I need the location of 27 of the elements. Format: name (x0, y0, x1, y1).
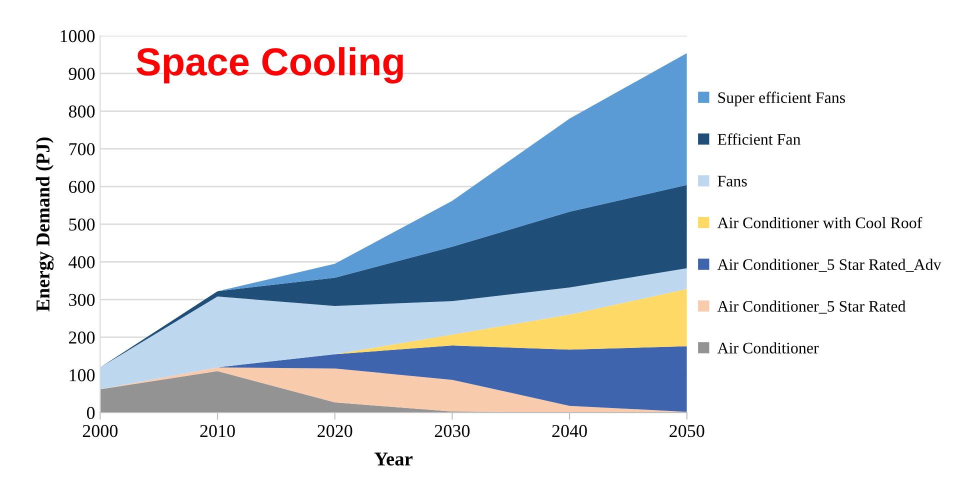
x-tick-label: 2050 (670, 424, 704, 438)
y-tick-label: 200 (69, 331, 95, 344)
x-tick-label: 2000 (82, 424, 118, 438)
y-tick-label: 800 (68, 105, 95, 118)
legend-label: Air Conditioner_5 Star Rated_Adv (717, 258, 942, 272)
y-tick-label: 700 (69, 143, 95, 156)
x-tick-label: 2030 (434, 424, 470, 438)
y-tick-label: 600 (69, 180, 95, 193)
chart-title: Space Cooling (136, 47, 403, 84)
legend-label: Super efficient Fans (718, 92, 845, 106)
y-tick-label: 100 (70, 369, 95, 382)
x-tick-label: 2010 (200, 424, 235, 438)
y-tick-label: 1000 (60, 30, 95, 42)
legend-label: Air Conditioner (717, 342, 819, 354)
x-axis-title: Year (374, 452, 413, 466)
y-tick-label: 900 (68, 68, 95, 80)
x-tick-label: 2040 (552, 424, 587, 438)
y-tick-label: 300 (69, 294, 95, 306)
legend-label: Air Conditioner with Cool Roof (717, 216, 922, 228)
y-axis-title: Energy Demand (PJ) (36, 138, 54, 312)
y-tick-label: 0 (86, 406, 95, 420)
legend-label: Air Conditioner_5 Star Rated (717, 300, 906, 314)
x-tick-label: 2020 (318, 424, 352, 438)
y-tick-label: 500 (69, 218, 95, 231)
legend-label: Efficient Fan (718, 133, 801, 145)
y-tick-label: 400 (68, 256, 95, 268)
legend-label: Fans (718, 176, 747, 187)
